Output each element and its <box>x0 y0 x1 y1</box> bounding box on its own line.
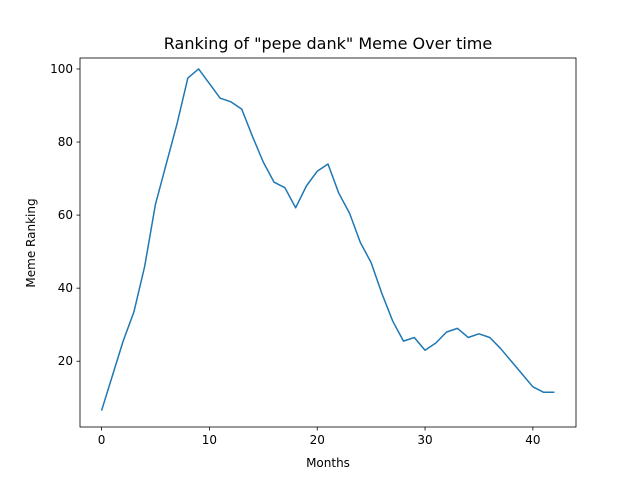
x-axis-label: Months <box>306 456 350 470</box>
chart-title: Ranking of "pepe dank" Meme Over time <box>164 34 492 53</box>
x-tick-label: 20 <box>310 433 325 447</box>
x-tick-label: 30 <box>417 433 432 447</box>
y-tick-label: 80 <box>58 135 73 149</box>
axes-frame <box>79 57 577 428</box>
y-axis-label: Meme Ranking <box>24 198 38 287</box>
x-tick-label: 0 <box>98 433 106 447</box>
y-tick-label: 40 <box>58 281 73 295</box>
x-tick-label: 40 <box>525 433 540 447</box>
plot-area: 0 10 20 30 40 20 40 60 80 100 <box>50 57 577 447</box>
y-tick-label: 100 <box>50 62 73 76</box>
y-tick-label: 20 <box>58 354 73 368</box>
x-tick-label: 10 <box>202 433 217 447</box>
y-tick-label: 60 <box>58 208 73 222</box>
series-line-0 <box>100 68 555 411</box>
